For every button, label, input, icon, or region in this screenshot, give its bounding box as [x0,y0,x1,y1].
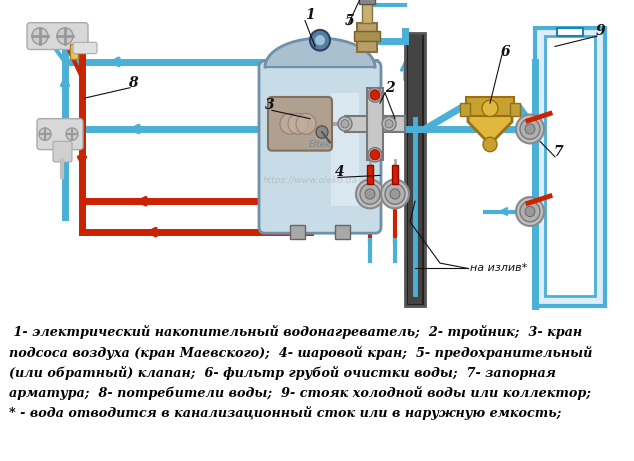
Circle shape [66,128,78,140]
Circle shape [390,189,400,199]
Circle shape [516,197,544,226]
Circle shape [516,114,544,143]
Bar [392,165,398,183]
Bar [466,97,514,116]
FancyBboxPatch shape [37,118,83,150]
Circle shape [315,35,325,45]
Bar [362,4,372,23]
Text: Eltek: Eltek [309,140,331,149]
Text: 5: 5 [345,14,355,28]
FancyBboxPatch shape [73,42,97,53]
Circle shape [371,91,379,99]
Circle shape [520,201,540,222]
Text: 6: 6 [500,45,510,59]
Circle shape [482,100,498,117]
Bar [331,93,358,207]
Bar [290,225,305,239]
Circle shape [360,183,380,204]
Circle shape [382,117,396,131]
Text: 1: 1 [305,8,315,23]
Bar [345,116,405,132]
Bar [535,28,605,307]
Text: https://www.oleko.ua: https://www.oleko.ua [262,176,358,185]
Circle shape [39,128,51,140]
Bar [357,23,377,52]
Circle shape [368,148,382,162]
Text: 8: 8 [128,76,138,89]
Circle shape [370,150,380,160]
Circle shape [296,113,316,134]
FancyBboxPatch shape [27,23,88,49]
Text: 4: 4 [335,165,345,179]
Text: на излив*: на излив* [470,263,527,273]
Bar [557,28,583,36]
Bar [510,103,520,116]
Bar [354,31,380,41]
Circle shape [288,113,308,134]
Bar [359,0,375,4]
Polygon shape [468,105,512,144]
Bar [535,28,605,307]
Circle shape [368,88,382,102]
Circle shape [365,189,375,199]
Bar [460,103,470,116]
Circle shape [370,90,380,100]
Circle shape [57,28,73,44]
Circle shape [32,28,48,44]
Circle shape [280,113,300,134]
Text: 9: 9 [595,24,605,38]
FancyBboxPatch shape [259,61,381,233]
Bar [405,33,425,307]
Circle shape [356,179,384,208]
Circle shape [316,126,328,138]
Text: 3: 3 [265,98,275,112]
Bar [545,36,595,296]
Circle shape [381,179,409,208]
Circle shape [371,151,379,159]
FancyBboxPatch shape [268,97,332,151]
Circle shape [520,118,540,139]
Circle shape [525,124,535,134]
Bar [367,165,373,183]
Bar [335,225,350,239]
Circle shape [338,117,352,131]
Bar [70,44,78,59]
Text: 2: 2 [385,81,395,95]
FancyBboxPatch shape [53,142,72,162]
Circle shape [341,120,349,128]
Text: 1- электрический накопительный водонагреватель;  2- тройник;  3- кран
подсоса во: 1- электрический накопительный водонагре… [10,325,593,420]
Circle shape [310,30,330,51]
Text: 7: 7 [553,145,563,159]
Bar [408,35,422,304]
Circle shape [525,207,535,217]
Circle shape [385,183,405,204]
Circle shape [483,137,497,152]
Circle shape [385,120,393,128]
Bar [367,88,383,160]
